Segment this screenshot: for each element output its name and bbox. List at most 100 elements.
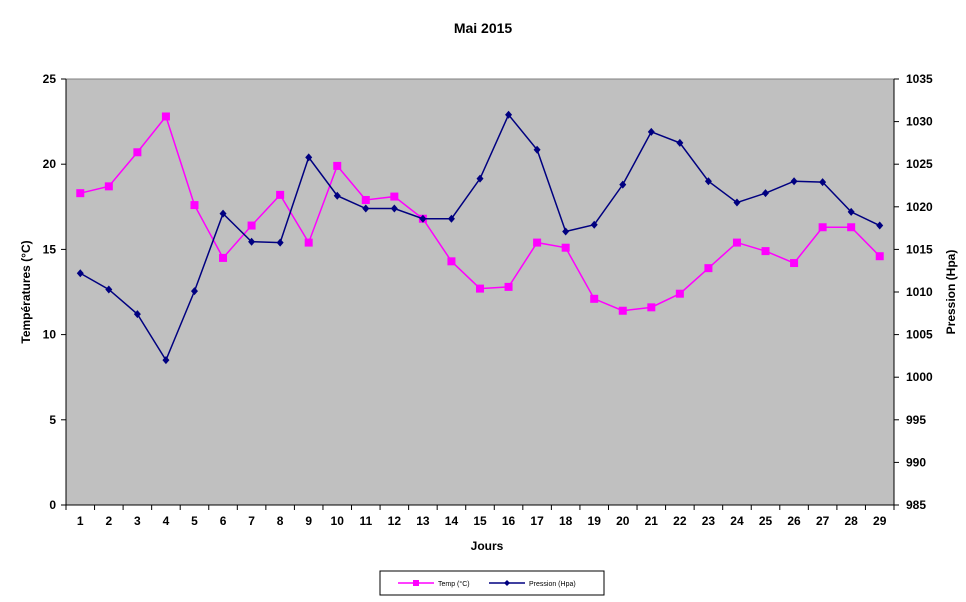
data-point [476,284,484,293]
data-point [105,285,113,294]
data-point [276,190,285,199]
data-point [304,238,313,247]
series-pressure [76,110,884,365]
data-point [676,138,684,147]
x-tick-label: 11 [359,514,372,528]
data-point [333,161,342,170]
data-point [305,153,313,162]
data-point [790,177,798,186]
left-tick-label: 10 [43,328,57,342]
legend-marker [413,580,419,586]
data-point [875,252,884,261]
data-point [190,201,199,210]
data-point [133,310,141,319]
left-tick-label: 0 [49,498,56,512]
data-point [447,214,455,223]
x-tick-label: 8 [277,514,284,528]
right-tick-label: 1020 [906,200,933,214]
x-tick-label: 24 [730,514,744,528]
x-tick-label: 14 [445,514,459,528]
x-tick-label: 18 [559,514,573,528]
legend-label: Pression (Hpa) [529,581,576,588]
x-tick-label: 10 [331,514,345,528]
data-point [533,238,542,247]
data-point [533,145,541,154]
data-point [761,247,770,256]
x-tick-label: 25 [759,514,773,528]
data-point [618,306,627,315]
data-point [590,294,599,303]
data-point [876,221,884,230]
x-tick-label: 15 [473,514,487,528]
right-tick-label: 1010 [906,285,933,299]
data-point [248,237,256,246]
x-tick-label: 20 [616,514,630,528]
data-point [590,220,598,229]
x-tick-label: 6 [220,514,227,528]
data-point [561,243,570,252]
right-y-axis-label: Pression (Hpa) [944,250,958,335]
data-point [219,253,228,262]
legend-label: Temp (°C) [438,580,470,588]
legend-entry: Pression (Hpa) [489,580,576,588]
data-point [76,269,84,278]
data-point [818,223,827,232]
x-tick-label: 2 [105,514,112,528]
data-point [390,192,399,201]
legend-entry: Temp (°C) [398,580,470,588]
x-tick-label: 1 [77,514,84,528]
data-point [362,204,370,213]
x-tick-label: 12 [388,514,402,528]
data-point [390,204,398,213]
x-tick-label: 22 [673,514,687,528]
data-point [190,287,198,296]
right-tick-label: 1030 [906,115,933,129]
data-point [762,189,770,198]
left-tick-label: 20 [43,157,57,171]
left-y-axis: 0 5 10 15 20 25 [43,72,67,512]
left-tick-label: 5 [49,413,56,427]
x-tick-label: 26 [787,514,801,528]
data-point [276,238,284,247]
right-tick-label: 1025 [906,157,933,171]
data-point [704,177,712,186]
x-axis: 1 2 3 4 5 6 7 8 9 10 11 12 13 14 15 16 17 18 19 20 21 22 23 24 2… [65,504,895,528]
chart-title: Mai 2015 [454,20,513,36]
data-point [619,180,627,189]
right-tick-label: 995 [906,413,926,427]
data-point [504,282,513,291]
x-tick-label: 16 [502,514,516,528]
data-point [219,209,227,218]
data-point [647,303,656,312]
left-y-axis-label: Températures (°C) [19,240,33,343]
x-tick-label: 5 [191,514,198,528]
right-tick-label: 1015 [906,242,933,256]
series-layer [76,110,884,365]
x-tick-label: 4 [163,514,170,528]
data-point [647,127,655,136]
x-tick-label: 27 [816,514,830,528]
data-point [704,264,713,273]
right-tick-label: 1005 [906,328,933,342]
data-point [447,257,456,266]
data-point [133,148,142,157]
x-tick-label: 3 [134,514,141,528]
data-point [76,189,85,198]
data-point [419,214,427,223]
x-tick-label: 7 [248,514,255,528]
right-y-axis: 985 990 995 1000 1005 1010 1015 1020 1025 1030 103… [893,72,933,512]
data-point [847,207,855,216]
x-tick-label: 21 [645,514,659,528]
data-point [505,110,513,119]
left-tick-label: 15 [43,242,57,256]
left-tick-label: 25 [43,72,57,86]
right-tick-label: 990 [906,455,926,469]
right-tick-label: 1000 [906,370,933,384]
data-point [847,223,856,232]
data-point [476,174,484,183]
x-tick-label: 23 [702,514,716,528]
data-point [562,227,570,236]
right-tick-label: 985 [906,498,926,512]
data-point [104,182,113,191]
